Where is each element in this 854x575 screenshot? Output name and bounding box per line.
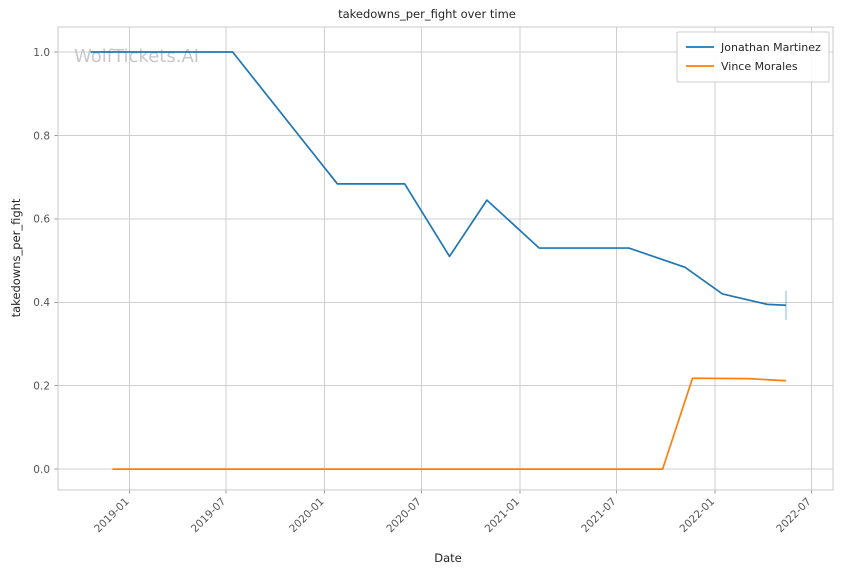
series-line — [90, 51, 787, 307]
y-tick-labels: 0.0 0.2 0.4 0.6 0.8 1.0 — [33, 47, 50, 476]
x-gridlines — [129, 27, 813, 490]
plot-area-background — [58, 27, 833, 490]
series-line — [112, 377, 787, 470]
y-tick-label: 0.2 — [33, 381, 50, 393]
y-tick-label: 0.4 — [33, 297, 50, 309]
data-series-group — [90, 51, 787, 470]
y-tick-label: 0.0 — [33, 464, 50, 476]
legend-item-label[interactable]: Vince Morales — [721, 60, 798, 73]
legend-background — [676, 31, 830, 83]
x-axis-label: Date — [434, 551, 462, 565]
y-tick-label: 0.6 — [33, 214, 50, 226]
legend-item-label[interactable]: Jonathan Martinez — [720, 41, 821, 54]
chart-title: takedowns_per_fight over time — [338, 7, 516, 21]
chart-legend[interactable]: Jonathan Martinez Vince Morales — [676, 31, 830, 83]
y-axis-label: takedowns_per_fight — [9, 198, 23, 317]
plot-area-border — [57, 26, 834, 491]
y-tick-label: 1.0 — [33, 47, 50, 59]
watermark: WolfTickets.AI — [74, 46, 199, 67]
y-tick-label: 0.8 — [33, 130, 50, 142]
